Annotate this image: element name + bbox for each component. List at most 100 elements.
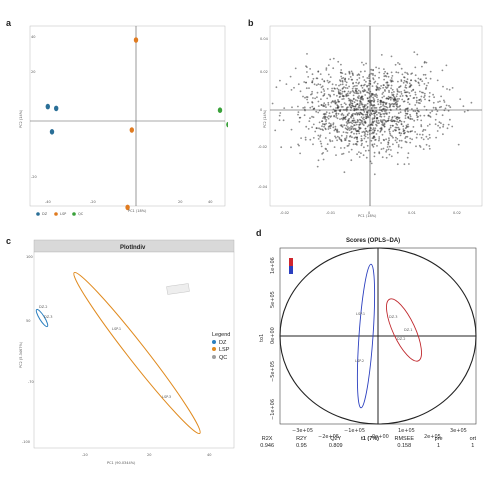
- panel-b-point: [327, 101, 330, 104]
- stats-value-row: 0.946 0.95 0.809 0.158 1 1: [260, 443, 475, 449]
- panel-b-point: [347, 127, 350, 130]
- panel-b-point: [399, 85, 402, 87]
- panel-b-point: [364, 149, 367, 152]
- panel-b-point: [359, 127, 362, 130]
- panel-b-point: [409, 141, 412, 144]
- panel-b-point: [344, 116, 347, 119]
- panel-b-point: [375, 121, 378, 124]
- panel-b-point: [372, 69, 374, 72]
- panel-b-point: [340, 139, 343, 142]
- panel-b-point: [353, 92, 356, 94]
- panel-b-point: [368, 99, 370, 102]
- panel-b-point: [355, 112, 358, 114]
- panel-b-point: [361, 142, 363, 145]
- panel-b-point: [283, 107, 286, 109]
- panel-b-point: [434, 118, 437, 121]
- panel-b-point: [386, 120, 388, 123]
- panel-b-point: [391, 79, 393, 82]
- panel-b-point: [357, 89, 360, 92]
- panel-b-point: [389, 98, 392, 101]
- panel-b-point: [365, 117, 367, 120]
- panel-b-point: [324, 116, 326, 118]
- panel-b-point: [425, 84, 428, 87]
- panel-b-point: [317, 83, 320, 85]
- panel-b-point: [392, 124, 394, 127]
- panel-b-point: [371, 137, 374, 140]
- panel-b-point: [349, 135, 351, 138]
- panel-b-point: [416, 112, 418, 115]
- panel-b-point: [383, 75, 386, 78]
- panel-b-point: [320, 98, 322, 101]
- panel-b-point: [345, 94, 347, 96]
- panel-b-point: [324, 104, 327, 106]
- panel-b-point: [398, 91, 401, 93]
- panel-b-point: [423, 94, 426, 97]
- panel-b-point: [373, 120, 376, 123]
- panel-b-point: [372, 128, 374, 131]
- panel-b-point: [349, 92, 351, 95]
- panel-b-point: [374, 127, 377, 130]
- panel-b-point: [400, 93, 403, 95]
- panel-b-point: [367, 124, 370, 127]
- panel-b-point: [329, 76, 332, 78]
- panel-b-point: [316, 165, 319, 168]
- panel-d-title: Scores (OPLS−DA): [346, 238, 400, 244]
- panel-b-point: [355, 142, 358, 145]
- panel-b-point: [308, 87, 310, 89]
- panel-b-point: [395, 136, 397, 139]
- panel-b-point: [403, 120, 406, 123]
- panel-b-point: [432, 93, 434, 96]
- panel-b-point: [294, 67, 297, 70]
- panel-b-point: [388, 102, 391, 105]
- panel-b-point: [387, 141, 390, 144]
- panel-b-point: [448, 88, 451, 91]
- panel-b-point: [343, 171, 346, 174]
- panel-b-point: [370, 68, 373, 71]
- panel-b-point: [291, 106, 293, 109]
- panel-b-point: [375, 107, 378, 109]
- panel-d-xtick-2: −1e+05: [344, 428, 365, 434]
- panel-b-point: [316, 91, 319, 94]
- panel-b-point: [327, 73, 330, 76]
- panel-b-point: [406, 125, 409, 128]
- panel-b-point: [387, 143, 389, 146]
- panel-b-point: [315, 110, 318, 113]
- panel-b-point: [406, 91, 409, 93]
- panel-b-point: [380, 128, 383, 131]
- panel-b-point: [338, 136, 341, 139]
- panel-b-point: [408, 103, 411, 106]
- panel-b-point: [391, 135, 393, 138]
- panel-b-point: [392, 119, 395, 122]
- panel-b-point: [324, 128, 327, 131]
- panel-c-label-lsp3: LSP.3: [162, 395, 171, 399]
- panel-b-point: [345, 109, 348, 112]
- panel-b-point: [360, 144, 363, 147]
- panel-b-point: [409, 84, 412, 86]
- panel-a-point-dz-1: [54, 105, 59, 112]
- panel-b-point: [325, 119, 328, 121]
- panel-b-point: [451, 125, 454, 128]
- panel-b-point: [421, 65, 423, 68]
- panel-b-point: [352, 82, 354, 84]
- panel-b-point: [358, 81, 360, 84]
- svg-text:0.02: 0.02: [453, 211, 461, 215]
- panel-b-point: [395, 107, 398, 110]
- panel-b-point: [427, 138, 429, 140]
- panel-b-point: [417, 110, 419, 112]
- panel-b-point: [443, 101, 446, 103]
- panel-b-point: [313, 107, 316, 110]
- panel-b-point: [414, 110, 417, 112]
- panel-a-plot-area: [29, 25, 226, 207]
- panel-b-point: [390, 84, 393, 87]
- panel-b-point: [415, 99, 418, 102]
- panel-b-point: [385, 149, 388, 152]
- panel-b-point: [398, 132, 401, 134]
- panel-b-point: [400, 139, 403, 142]
- panel-b-point: [389, 79, 392, 82]
- panel-b-point: [345, 124, 348, 127]
- panel-b-point: [297, 111, 300, 113]
- panel-b-point: [359, 99, 361, 102]
- panel-b-point: [303, 81, 306, 83]
- panel-b-point: [422, 73, 425, 76]
- panel-c-plot-area: [33, 251, 235, 449]
